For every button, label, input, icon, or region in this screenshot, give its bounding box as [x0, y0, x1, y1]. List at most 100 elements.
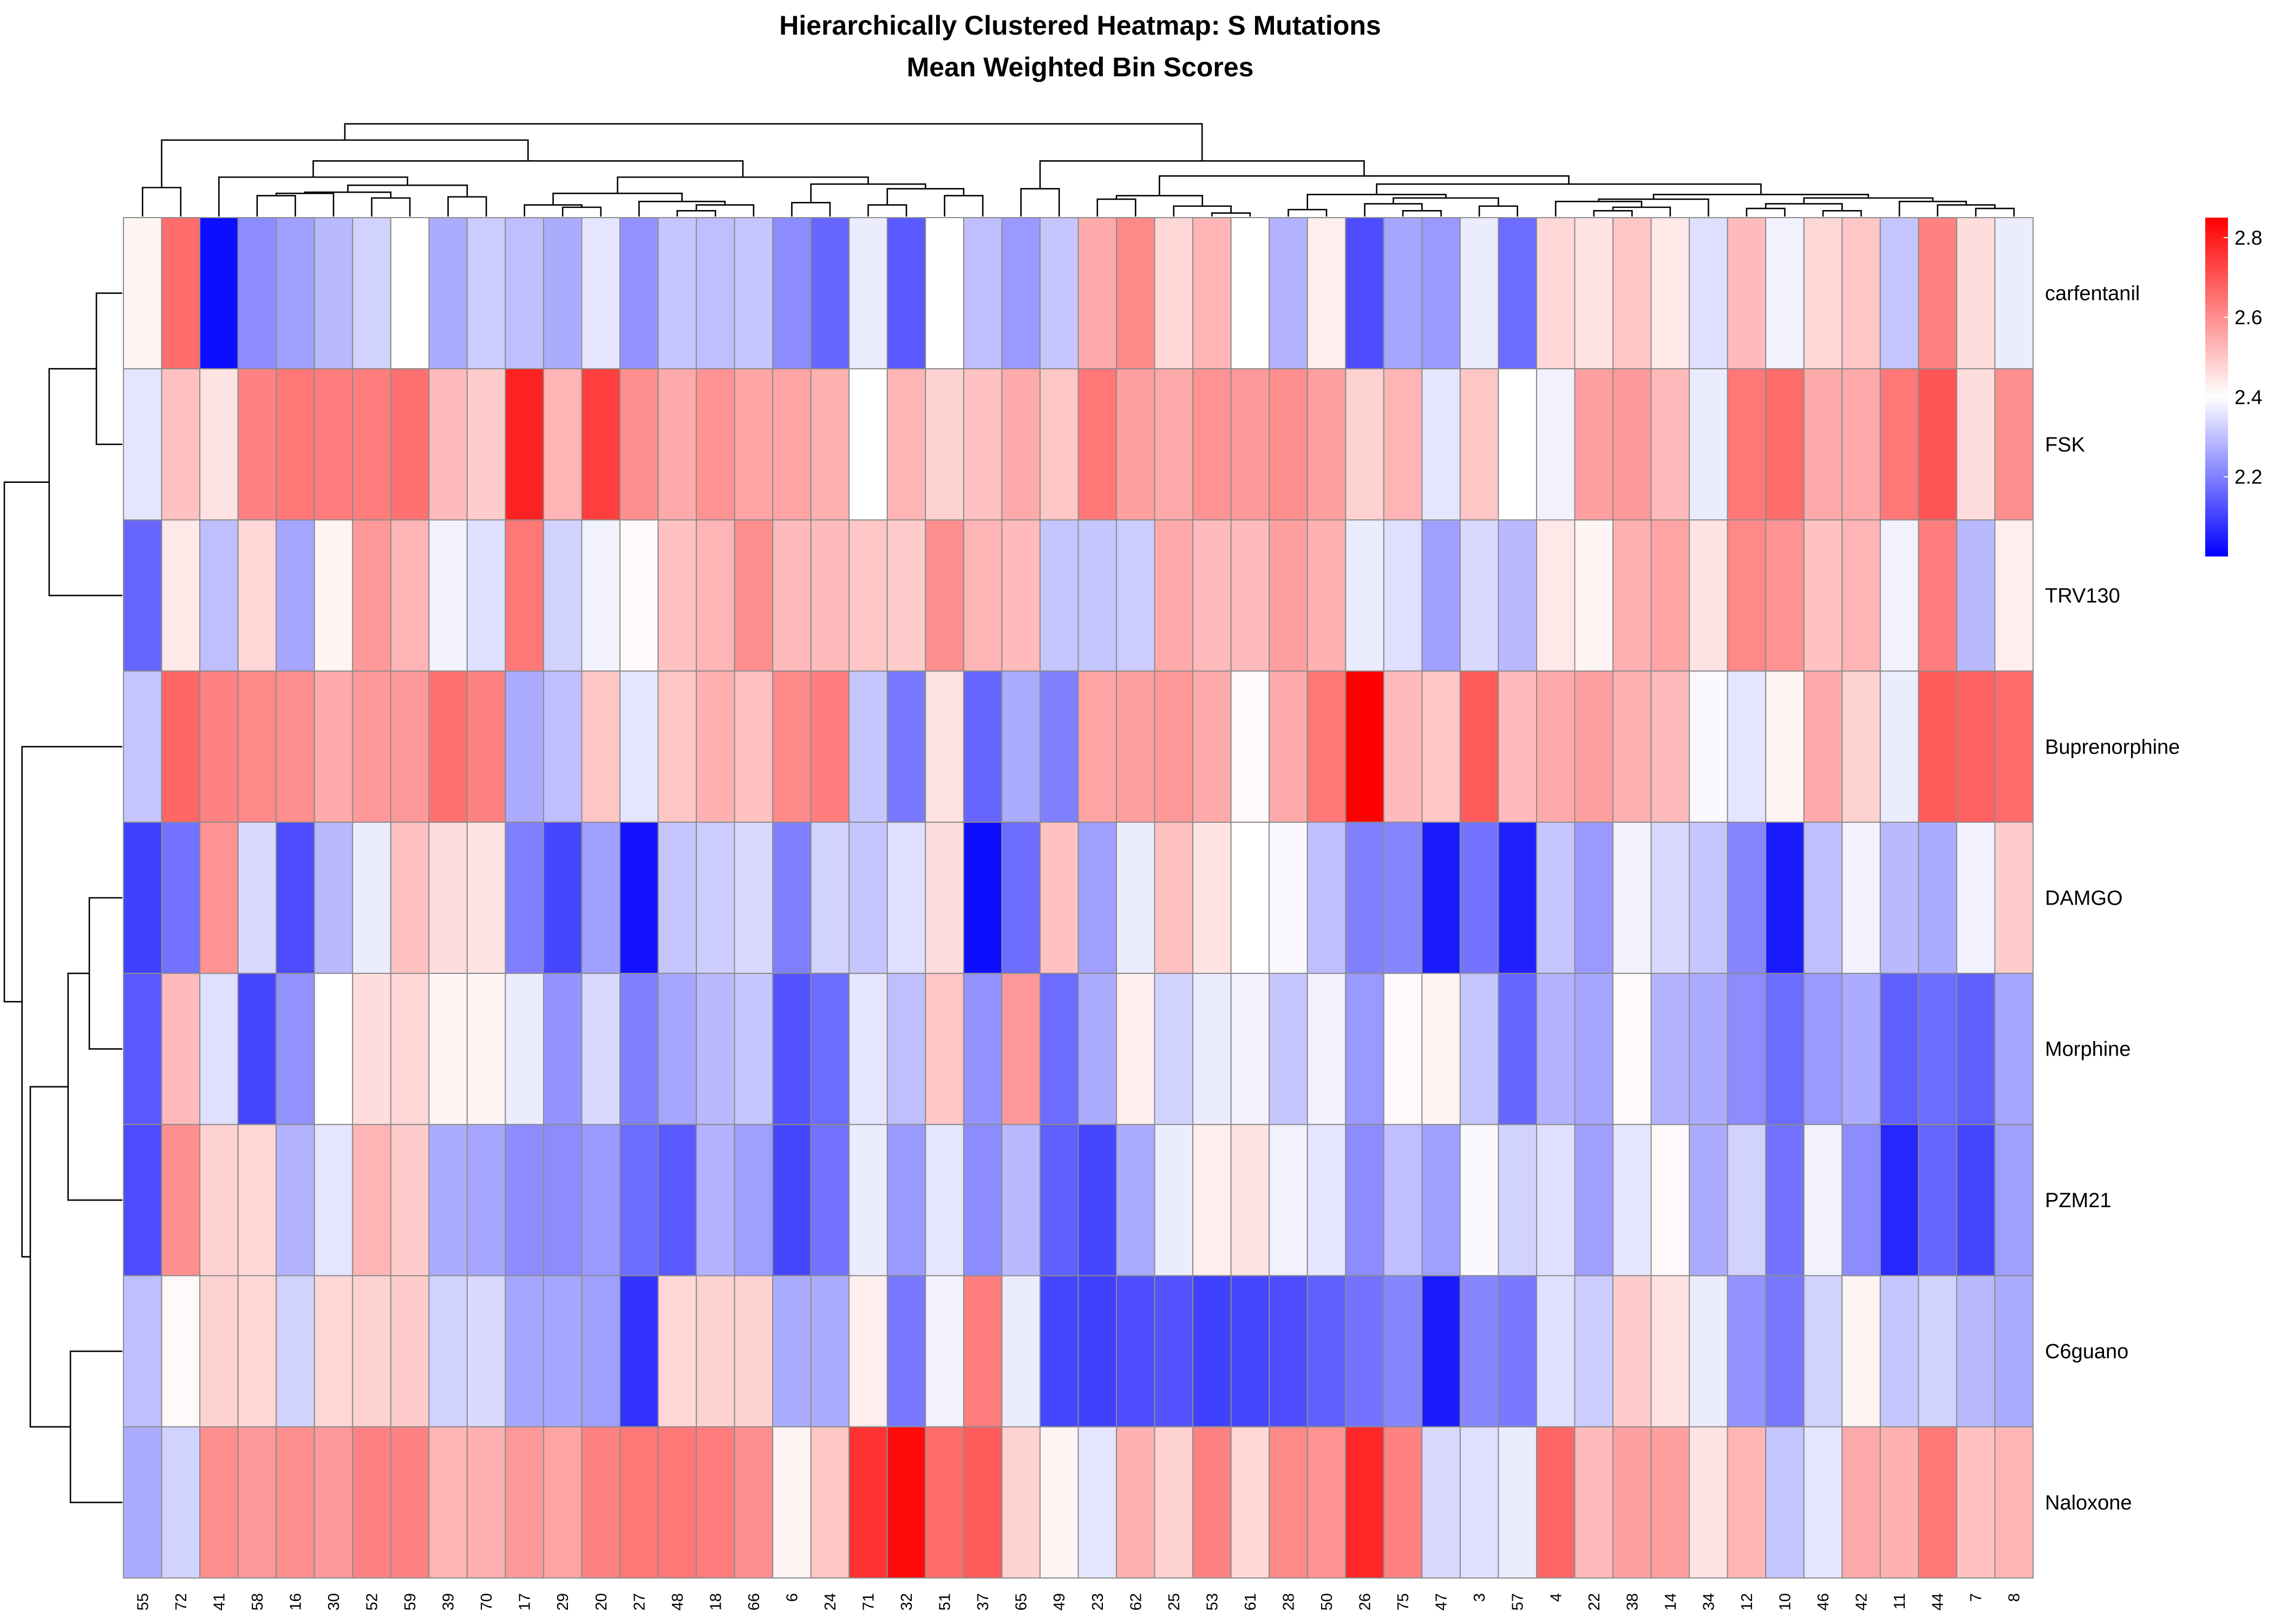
heatmap-cell	[1269, 368, 1308, 521]
heatmap-cell	[1001, 368, 1041, 521]
heatmap-cell	[161, 1275, 201, 1427]
column-label: 51	[937, 1593, 954, 1610]
heatmap-cell	[1269, 217, 1308, 370]
column-dendrogram-branch	[1173, 205, 1232, 217]
heatmap-cell	[1841, 368, 1881, 521]
heatmap-cell	[772, 217, 812, 370]
column-label: 70	[478, 1593, 495, 1610]
heatmap-cell	[1077, 821, 1118, 974]
heatmap-cell	[1459, 821, 1499, 974]
column-label: 16	[287, 1593, 304, 1610]
heatmap-cell	[313, 821, 354, 974]
heatmap-cell	[1765, 519, 1805, 672]
heatmap-cell	[505, 1124, 544, 1276]
heatmap-cell	[1727, 973, 1767, 1125]
heatmap-cell	[1345, 670, 1384, 823]
column-label: 37	[975, 1593, 992, 1610]
column-dendrogram-branch	[1306, 194, 1447, 210]
heatmap-cell	[848, 368, 888, 521]
column-dendrogram-branch	[1211, 212, 1251, 217]
heatmap-cell	[199, 821, 239, 974]
heatmap-cell	[1650, 1124, 1690, 1276]
heatmap-cell	[810, 670, 850, 823]
heatmap-cell	[1001, 973, 1041, 1125]
heatmap-cell	[1956, 821, 1996, 974]
heatmap-cell	[1841, 821, 1881, 974]
heatmap-cell	[428, 1275, 468, 1427]
column-dendrogram-branch	[447, 196, 487, 217]
heatmap-cell	[1306, 973, 1347, 1125]
legend-tick-label: 2.2	[2234, 466, 2262, 488]
heatmap-cell	[1269, 973, 1308, 1125]
column-label: 48	[669, 1593, 687, 1610]
heatmap-cell	[1230, 368, 1270, 521]
heatmap-cell	[1612, 368, 1652, 521]
heatmap-cell	[276, 1124, 315, 1276]
heatmap-cell	[1269, 1426, 1308, 1579]
heatmap-cell	[848, 1124, 888, 1276]
heatmap-cell	[734, 670, 774, 823]
heatmap-cell	[1535, 1275, 1576, 1427]
heatmap-cell	[1345, 1275, 1384, 1427]
column-label: 6	[783, 1593, 801, 1602]
heatmap-cell	[657, 217, 697, 370]
heatmap-cell	[772, 670, 812, 823]
heatmap-cell	[1535, 217, 1576, 370]
heatmap-cell	[1001, 217, 1041, 370]
column-dendrogram-branch	[944, 195, 984, 217]
heatmap-cell	[1803, 1124, 1843, 1276]
heatmap-cell	[1574, 1426, 1614, 1579]
heatmap-cell	[428, 217, 468, 370]
heatmap-cell	[1154, 1124, 1194, 1276]
heatmap-cell	[1650, 368, 1690, 521]
heatmap-cell	[123, 1426, 162, 1579]
column-label: 22	[1586, 1593, 1603, 1610]
heatmap-cell	[848, 1426, 888, 1579]
heatmap-cell	[1230, 973, 1270, 1125]
heatmap-cell	[772, 519, 812, 672]
heatmap-cell	[1116, 1426, 1155, 1579]
heatmap-cell	[1918, 821, 1957, 974]
heatmap-cell	[1077, 973, 1118, 1125]
row-dendrogram-branch	[67, 972, 122, 1201]
heatmap-cell	[1039, 1275, 1079, 1427]
heatmap-cell	[276, 519, 315, 672]
row-dendrogram-branch	[21, 745, 122, 1258]
heatmap-cell	[466, 1124, 506, 1276]
heatmap-cell	[696, 217, 735, 370]
column-label: 62	[1127, 1593, 1145, 1610]
heatmap-cell	[505, 1426, 544, 1579]
heatmap-cell	[1498, 519, 1537, 672]
heatmap-cell	[428, 1426, 468, 1579]
heatmap-cell	[199, 217, 239, 370]
heatmap-cell	[1765, 973, 1805, 1125]
heatmap-cell	[1574, 1124, 1614, 1276]
heatmap-cell	[1306, 519, 1347, 672]
heatmap-cell	[1535, 519, 1576, 672]
heatmap-cell	[1689, 368, 1728, 521]
chart-subtitle: Mean Weighted Bin Scores	[907, 52, 1254, 82]
heatmap-cell	[963, 821, 1003, 974]
row-label: carfentanil	[2045, 283, 2140, 305]
heatmap-cell	[1841, 519, 1881, 672]
heatmap-cell	[1039, 519, 1079, 672]
column-label: 14	[1662, 1593, 1680, 1610]
heatmap-cell	[1803, 1426, 1843, 1579]
column-label: 24	[822, 1593, 839, 1610]
heatmap-cell	[886, 368, 926, 521]
heatmap-cell	[1727, 519, 1767, 672]
heatmap-cell	[390, 217, 430, 370]
heatmap-cell	[1154, 1275, 1194, 1427]
heatmap-cell	[963, 1426, 1003, 1579]
heatmap-cell	[505, 217, 544, 370]
heatmap-cell	[352, 217, 391, 370]
heatmap-cell	[276, 1426, 315, 1579]
column-label: 4	[1547, 1593, 1565, 1602]
heatmap-cell	[1154, 973, 1194, 1125]
heatmap-cell	[543, 821, 583, 974]
heatmap-cell	[1994, 519, 2034, 672]
heatmap-cell	[1383, 1426, 1423, 1579]
column-label: 61	[1242, 1593, 1259, 1610]
column-label: 52	[364, 1593, 381, 1610]
heatmap-cell	[1879, 670, 1919, 823]
